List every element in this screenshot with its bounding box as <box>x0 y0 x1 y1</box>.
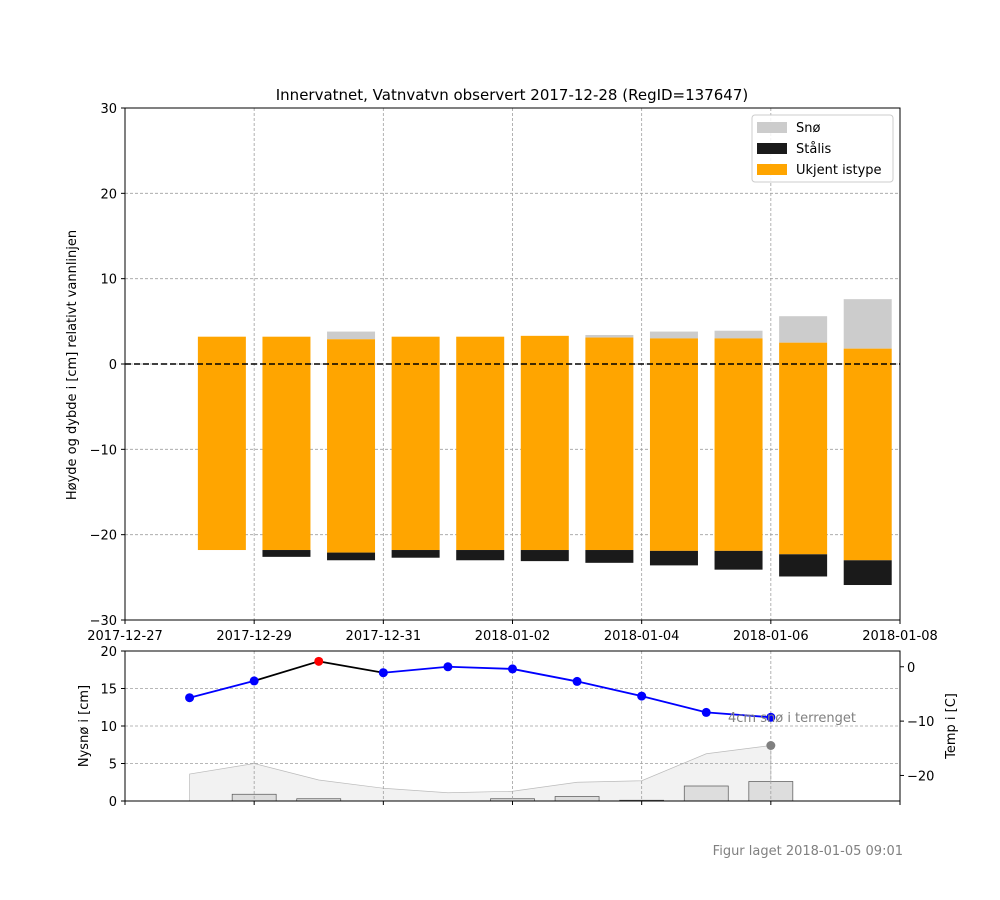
lower-left-y-tick-label: 20 <box>100 645 117 660</box>
main-y-tick-label: −30 <box>90 614 117 629</box>
snow-bar <box>585 334 634 338</box>
main-y-tick-label: 30 <box>100 102 117 117</box>
stalis-bar <box>520 550 569 562</box>
temperature-segment <box>576 680 642 697</box>
new-snow-y-axis-label: Nysnø i [cm] <box>77 685 92 767</box>
main-x-tick-label: 2017-12-27 <box>87 629 163 644</box>
main-y-tick-label: −10 <box>90 443 117 458</box>
ukjent-istype-bar <box>456 336 505 551</box>
temperature-segment <box>512 668 578 683</box>
lower-right-y-tick-label: 0 <box>907 661 915 676</box>
snow-depth-area <box>189 745 772 802</box>
temperature-segment <box>706 711 771 719</box>
snow-bar <box>649 331 698 339</box>
temperature-point <box>508 664 517 674</box>
temperature-point <box>378 668 388 678</box>
main-x-tick-label: 2018-01-02 <box>475 629 551 644</box>
main-y-tick-label: 10 <box>100 273 117 288</box>
snow-bar <box>779 316 828 343</box>
figure-footer: Figur laget 2018-01-05 09:01 <box>713 844 903 859</box>
main-x-tick-label: 2018-01-08 <box>862 629 938 644</box>
stalis-bar <box>327 552 376 561</box>
ukjent-istype-bar <box>262 336 311 551</box>
legend-swatch <box>757 122 787 133</box>
snow-bar <box>714 330 763 339</box>
legend-label: Ukjent istype <box>796 163 882 178</box>
legend-frame <box>751 114 894 183</box>
temperature-point <box>701 707 711 717</box>
chart-title: Innervatnet, Vatnvatvn observert 2017-12… <box>276 86 749 104</box>
main-x-tick-label: 2017-12-29 <box>216 629 292 644</box>
lower-left-y-tick-label: 10 <box>100 720 117 735</box>
ukjent-istype-bar <box>585 337 634 551</box>
temperature-segment <box>189 680 255 699</box>
temperature-point <box>443 662 453 672</box>
stalis-bar <box>843 560 892 586</box>
stalis-bar <box>779 554 828 577</box>
temperature-segment <box>447 665 513 670</box>
legend-label: Snø <box>796 121 820 136</box>
ukjent-istype-bar <box>649 338 698 551</box>
new-snow-bar <box>554 796 600 802</box>
stalis-bar <box>714 550 763 570</box>
ukjent-istype-bar <box>197 336 246 551</box>
lower-left-y-tick-label: 0 <box>109 795 117 810</box>
temperature-series <box>185 656 776 750</box>
main-x-tick-label: 2018-01-06 <box>733 629 809 644</box>
temperature-point <box>249 676 259 686</box>
temperature-segment <box>253 660 320 682</box>
stalis-bar <box>585 550 634 563</box>
snow-depth-annotation: 4cm snø i terrenget <box>728 711 856 726</box>
snow-depth-area-shape <box>189 745 772 802</box>
stalis-bar <box>649 550 698 566</box>
temperature-point <box>314 656 324 666</box>
lower-left-y-tick-label: 5 <box>109 758 117 773</box>
stalis-bar <box>391 550 440 558</box>
ukjent-istype-bar <box>520 335 569 551</box>
legend-swatch <box>757 164 787 175</box>
lower-right-y-tick-label: −10 <box>907 715 934 730</box>
stalis-bar <box>456 550 505 561</box>
temperature-segment <box>383 665 448 674</box>
main-y-axis-label: Høyde og dybde i [cm] relativt vannlinje… <box>65 230 80 500</box>
ukjent-istype-bar <box>327 339 376 553</box>
legend-label: Stålis <box>796 142 832 157</box>
lower-left-y-tick-label: 15 <box>100 683 117 698</box>
ukjent-istype-bar <box>391 336 440 551</box>
main-x-tick-label: 2018-01-04 <box>604 629 680 644</box>
temperature-segment <box>318 660 384 674</box>
lower-axes: 0 5 10 15 20 0 −10 −20 <box>100 645 934 810</box>
main-y-tick-label: 0 <box>109 358 117 373</box>
temperature-point <box>185 693 195 703</box>
temperature-point <box>637 691 647 701</box>
temperature-point <box>766 712 776 722</box>
ukjent-istype-bar <box>843 348 892 561</box>
snow-bar <box>327 331 376 340</box>
ukjent-istype-bar <box>714 338 763 551</box>
main-x-tick-label: 2017-12-31 <box>346 629 422 644</box>
snow-depth-point <box>766 741 776 750</box>
main-y-tick-label: 20 <box>100 187 117 202</box>
legend-swatch <box>757 143 787 154</box>
stalis-bar <box>262 550 311 557</box>
lower-right-y-tick-label: −20 <box>907 769 934 784</box>
ukjent-istype-bar <box>779 342 828 555</box>
temperature-y-axis-label: Temp i [C] <box>944 693 959 760</box>
legend: Snø Stålis Ukjent istype <box>751 114 894 183</box>
main-y-tick-label: −20 <box>90 529 117 544</box>
new-snow-bar <box>683 785 729 802</box>
snow-bar <box>843 299 892 349</box>
main-bars <box>125 299 900 586</box>
temperature-point <box>572 676 582 686</box>
temperature-segment <box>641 695 707 714</box>
